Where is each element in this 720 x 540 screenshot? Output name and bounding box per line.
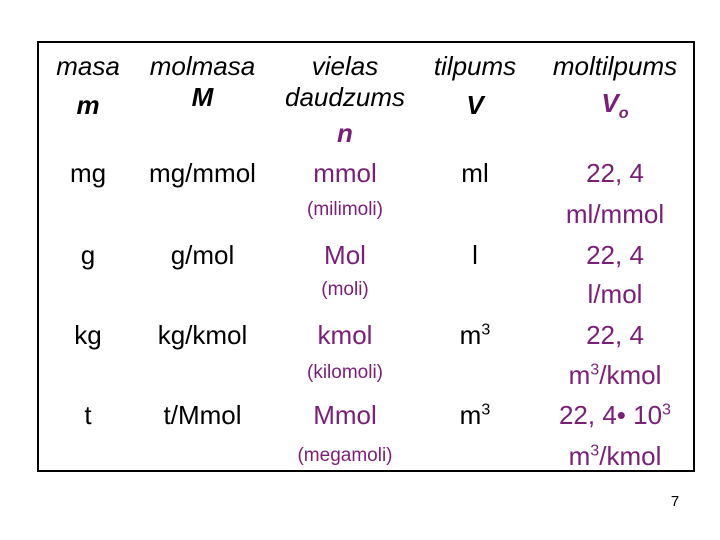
header-amount-label-1: vielas: [311, 51, 379, 81]
header-molar-mass-label: molmasa: [149, 51, 256, 81]
units-table-frame: [37, 41, 695, 472]
row3-amount-note: (kilomoli): [307, 362, 383, 383]
row2-molar-volume-value: 22, 4: [586, 240, 644, 270]
header-volume-symbol: V: [466, 90, 484, 120]
header-molar-mass-symbol: M: [191, 82, 214, 112]
row1-molar-mass: mg/mmol: [149, 158, 256, 188]
row1-mass: mg: [69, 158, 107, 188]
row3-molar-mass: kg/kmol: [157, 320, 248, 350]
header-molar-volume-symbol: Vo: [601, 88, 629, 123]
header-amount-symbol: n: [337, 118, 353, 148]
row3-mass: kg: [74, 320, 102, 350]
header-volume-label: tilpums: [433, 51, 517, 81]
row3-volume: m3: [459, 320, 491, 350]
row1-amount-note: (milimoli): [307, 199, 383, 220]
page-number: 7: [670, 493, 680, 510]
header-amount-label-2: daudzums: [285, 82, 405, 112]
row4-molar-mass: t/Mmol: [163, 400, 242, 430]
row4-amount-note: (megamoli): [297, 445, 393, 466]
row3-molar-volume-unit: m3/kmol: [568, 360, 662, 390]
row2-volume: l: [472, 240, 478, 270]
row2-molar-volume-unit: l/mol: [587, 279, 643, 309]
row1-volume: ml: [461, 158, 489, 188]
row4-molar-volume-value: 22, 4• 103: [558, 400, 672, 430]
row4-mass: t: [84, 400, 92, 430]
row3-amount: kmol: [317, 320, 373, 350]
header-molar-volume-label: moltilpums: [552, 51, 678, 81]
row3-molar-volume-value: 22, 4: [586, 320, 644, 350]
row1-amount: mmol: [313, 158, 377, 188]
row4-volume: m3: [459, 400, 491, 430]
header-mass-symbol: m: [76, 90, 100, 120]
row2-amount: Mol: [324, 240, 366, 270]
row2-molar-mass: g/mol: [170, 240, 235, 270]
header-mass-label: masa: [56, 51, 120, 81]
row2-mass: g: [80, 240, 96, 270]
row2-amount-note: (moli): [321, 279, 369, 300]
row4-molar-volume-unit: m3/kmol: [568, 441, 662, 471]
row1-molar-volume-unit: ml/mmol: [565, 199, 665, 229]
row1-molar-volume-value: 22, 4: [586, 158, 644, 188]
row4-amount: Mmol: [313, 400, 377, 430]
